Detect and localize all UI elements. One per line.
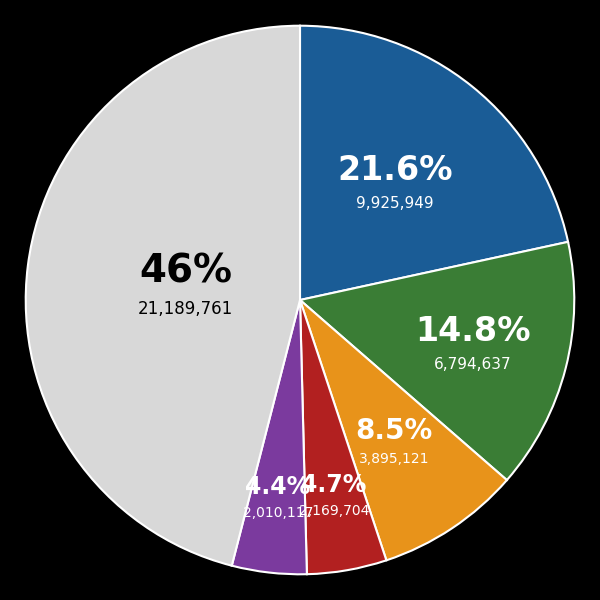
- Text: 9,925,949: 9,925,949: [356, 196, 434, 211]
- Wedge shape: [300, 300, 507, 560]
- Wedge shape: [300, 26, 568, 300]
- Text: 46%: 46%: [139, 253, 232, 291]
- Wedge shape: [300, 300, 386, 574]
- Wedge shape: [26, 26, 300, 566]
- Text: 6,794,637: 6,794,637: [434, 358, 511, 373]
- Text: 4.7%: 4.7%: [301, 473, 367, 497]
- Text: 2,169,704: 2,169,704: [299, 504, 369, 518]
- Text: 21.6%: 21.6%: [337, 154, 452, 187]
- Wedge shape: [300, 242, 574, 480]
- Text: 8.5%: 8.5%: [356, 416, 433, 445]
- Text: 4.4%: 4.4%: [245, 475, 310, 499]
- Text: 3,895,121: 3,895,121: [359, 452, 430, 466]
- Text: 21,189,761: 21,189,761: [138, 300, 233, 318]
- Wedge shape: [232, 300, 307, 574]
- Text: 2,010,117: 2,010,117: [242, 506, 313, 520]
- Text: 14.8%: 14.8%: [415, 316, 530, 349]
